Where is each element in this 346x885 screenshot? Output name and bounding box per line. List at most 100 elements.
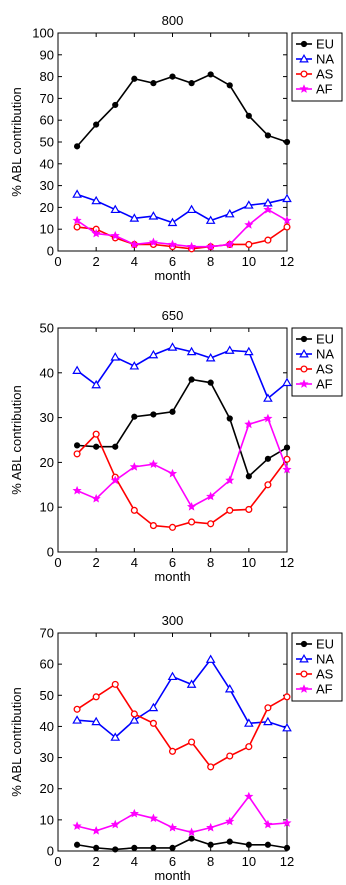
series-as — [73, 223, 291, 253]
series-eu-point — [207, 71, 214, 78]
series-af-point — [282, 215, 292, 225]
y-tick-label: 40 — [40, 365, 54, 380]
x-tick-label: 8 — [207, 254, 214, 269]
legend-marker-as — [300, 670, 308, 678]
series-na-point — [167, 342, 178, 351]
legend-marker-as — [300, 70, 308, 78]
series-af-point — [225, 475, 235, 485]
y-tick-label: 30 — [40, 410, 54, 425]
series-af-point — [244, 791, 254, 801]
x-tick-label: 0 — [54, 254, 61, 269]
series-eu-line — [76, 73, 288, 147]
series-as-point — [149, 719, 157, 727]
series-na-point — [282, 722, 292, 732]
x-axis-label: month — [154, 569, 190, 584]
x-tick-label: 12 — [280, 854, 294, 869]
series-na-point — [224, 208, 235, 218]
y-tick-label: 40 — [40, 156, 54, 171]
x-tick-label: 6 — [169, 854, 176, 869]
series-na-point — [72, 715, 82, 724]
series-eu-point — [112, 101, 119, 109]
series-eu-point — [283, 844, 291, 851]
series-as-line — [76, 432, 288, 529]
series-as-point — [283, 455, 291, 463]
series-af-point — [206, 491, 216, 501]
series-na-point — [148, 349, 159, 359]
series-af-point — [167, 239, 178, 249]
series-eu-point — [73, 143, 81, 150]
series-na-point — [186, 679, 197, 688]
series-as-point — [130, 710, 138, 718]
series-as-point — [245, 743, 253, 751]
series-eu-point — [169, 844, 176, 851]
series-eu-point — [226, 415, 233, 422]
legend-marker-na — [299, 348, 309, 358]
series-eu-point — [112, 846, 119, 853]
series-af-point — [244, 220, 254, 229]
series-na — [72, 654, 292, 741]
series-na-point — [129, 213, 140, 222]
series-af-point — [148, 237, 158, 247]
series-eu-point — [131, 413, 138, 420]
y-tick-label: 10 — [40, 812, 54, 827]
series-af-point — [167, 822, 178, 832]
series-af-point — [91, 493, 101, 503]
series-na-point — [91, 195, 102, 205]
series-eu-point — [283, 138, 291, 146]
series-af-point — [187, 241, 197, 251]
legend-label-na: NA — [316, 52, 334, 67]
x-tick-label: 6 — [169, 555, 176, 570]
x-tick-label: 12 — [280, 254, 294, 269]
series-as-point — [111, 680, 119, 688]
y-tick-label: 40 — [40, 719, 54, 734]
series-as-line — [76, 683, 288, 768]
series-na-point — [243, 200, 254, 209]
series-af-point — [129, 239, 139, 249]
series-af-point — [187, 827, 197, 837]
series-na-line — [76, 193, 288, 224]
series-na-point — [224, 684, 235, 693]
series-af-point — [282, 464, 292, 474]
x-tick-label: 2 — [93, 854, 100, 869]
series-na — [72, 342, 292, 402]
series-eu-point — [93, 844, 100, 851]
legend-label-na: NA — [316, 652, 334, 667]
series-as-point — [264, 481, 272, 489]
legend-marker-eu — [300, 335, 308, 343]
series-eu-point — [207, 379, 214, 386]
y-tick-label: 90 — [40, 47, 54, 62]
legend-marker-as — [300, 365, 308, 373]
series-af-point — [72, 821, 82, 830]
chart-0: 800 0 2 4 6 8 10 12 0 10 20 30 40 50 60 70 80 90 100 month%… — [9, 13, 343, 283]
series-af-point — [110, 230, 120, 240]
series-eu-point — [112, 443, 119, 450]
series-as-point — [188, 738, 196, 746]
x-tick-label: 10 — [242, 555, 256, 570]
y-tick-label: 20 — [40, 781, 54, 796]
legend-marker-af — [299, 379, 309, 388]
series-eu-point — [131, 844, 138, 851]
x-axis-label: month — [154, 268, 190, 283]
series-na-line — [76, 346, 288, 400]
series-af — [72, 204, 292, 251]
legend-label-eu: EU — [316, 37, 334, 52]
series-na-point — [263, 716, 273, 726]
series-as-point — [73, 450, 81, 458]
series-na-point — [110, 352, 121, 361]
x-tick-label: 8 — [207, 555, 214, 570]
x-tick-label: 10 — [242, 854, 256, 869]
x-tick-label: 8 — [207, 854, 214, 869]
y-axis-label: % ABL contribution — [9, 87, 24, 196]
chart-1: 650 0 2 4 6 8 10 12 0 10 20 30 40 50 month % ABL contri… — [9, 308, 343, 584]
series-af-line — [76, 795, 288, 834]
series-na-point — [243, 346, 254, 356]
x-axis-label: month — [154, 868, 190, 883]
series-as-point — [283, 223, 291, 231]
series-eu-point — [131, 75, 138, 82]
series-eu-point — [150, 411, 157, 418]
chart-2: 300 0 2 4 6 8 10 12 0 10 20 30 40 50 60 70 month % ABL co… — [9, 613, 343, 883]
y-axis-label: % ABL contribution — [9, 385, 24, 494]
legend-marker-af — [299, 84, 309, 93]
series-na-point — [186, 204, 197, 214]
